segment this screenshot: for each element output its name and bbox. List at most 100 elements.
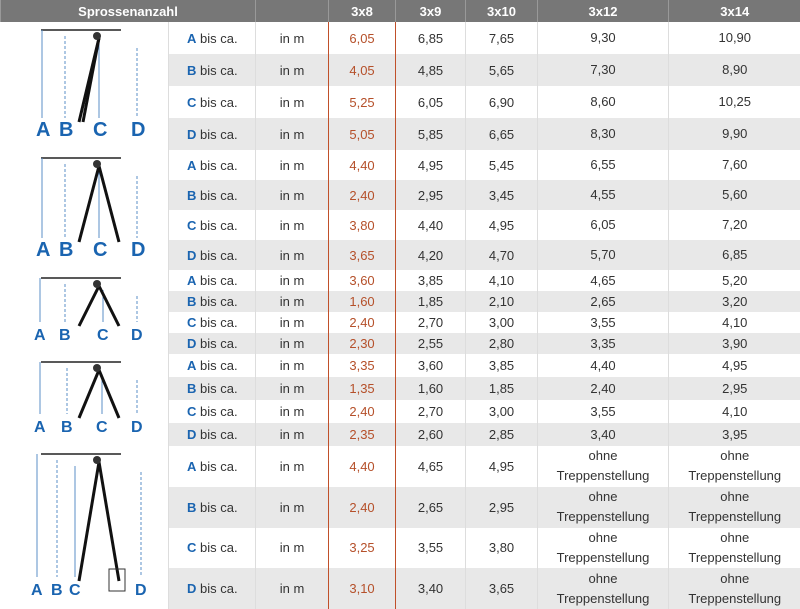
value: 4,85: [417, 62, 444, 78]
value: 2,40: [349, 404, 375, 419]
dimension-letter: A: [36, 239, 50, 261]
value: 5,20: [722, 272, 748, 288]
row-letter: B: [187, 294, 197, 309]
value: 6,65: [488, 126, 515, 142]
value: 3,60: [349, 273, 375, 288]
value: 5,65: [488, 62, 515, 78]
value-cell: ohne Treppenstellung: [537, 446, 669, 487]
value-cell: 4,95: [465, 210, 538, 240]
value: 7,20: [722, 217, 748, 232]
value: 4,95: [417, 157, 444, 173]
value-cell: 8,30: [537, 118, 669, 150]
data-row: C bis ca. in m 2,40 2,70 3,00 3,55 4,10: [1, 400, 800, 423]
ladder: [77, 369, 100, 419]
data-row: C bis ca. in m 2,40 2,70 3,00 3,55 4,10: [1, 312, 800, 333]
row-label-text: bis ca.: [200, 273, 238, 288]
value: 3,55: [417, 540, 444, 556]
unit: in m: [255, 423, 329, 446]
value: 10,90: [718, 30, 752, 45]
row-label-text: bis ca.: [200, 247, 238, 263]
unit: in m: [255, 118, 329, 150]
value-cell: 3,40: [395, 568, 466, 609]
data-row: D bis ca. in m 3,65 4,20 4,70 5,70 6,85: [1, 240, 800, 270]
row-letter: B: [187, 381, 197, 396]
data-row: C bis ca. in m 3,80 4,40 4,95 6,05 7,20: [1, 210, 800, 240]
row-label-text: bis ca.: [200, 540, 238, 556]
value-cell: 8,90: [668, 54, 800, 86]
value: 2,40: [349, 499, 375, 515]
row-letter: B: [187, 187, 197, 203]
value: ohne Treppenstellung: [688, 529, 782, 565]
value: 3,40: [417, 581, 444, 597]
column-header: 3x8: [328, 0, 396, 22]
value: 1,85: [417, 294, 444, 309]
row-label: B bis ca.: [167, 180, 256, 210]
value: 6,55: [590, 157, 616, 172]
row-label-text: bis ca.: [200, 94, 238, 110]
value-cell: 2,10: [465, 291, 538, 312]
value-cell: 4,65: [537, 270, 669, 291]
value: 5,05: [349, 126, 375, 142]
value: ohne Treppenstellung: [556, 489, 650, 525]
value: 2,35: [349, 427, 375, 442]
value-cell: 4,10: [668, 312, 800, 333]
unit: in m: [255, 354, 329, 377]
value-cell: 5,70: [537, 240, 669, 270]
dimension-letter: A: [34, 419, 46, 436]
row-letter: D: [187, 247, 197, 263]
value: 9,30: [590, 30, 616, 45]
value: ohne Treppenstellung: [556, 570, 650, 606]
value-cell: 6,05: [395, 86, 466, 118]
row-letter: A: [187, 157, 197, 173]
value-cell: 2,35: [328, 423, 397, 446]
row-label-text: bis ca.: [200, 315, 238, 330]
value-cell: 3,35: [537, 333, 669, 354]
value-cell: 3,60: [328, 270, 397, 291]
dimension-letter: D: [131, 119, 145, 141]
platform-box: [108, 568, 125, 592]
value: 4,40: [417, 217, 444, 233]
value: 3,65: [349, 247, 375, 263]
value: 2,40: [349, 315, 375, 330]
value-cell: 9,30: [537, 22, 669, 54]
ladder: [77, 285, 100, 327]
unit: in m: [255, 312, 329, 333]
value: 2,95: [488, 499, 515, 515]
value-cell: 3,55: [537, 312, 669, 333]
value: 3,35: [349, 358, 375, 373]
unit: in m: [255, 86, 329, 118]
value-cell: 2,95: [395, 180, 466, 210]
row-letter: A: [187, 358, 197, 373]
value: ohne Treppenstellung: [556, 529, 650, 565]
dimension-letter: B: [59, 239, 73, 261]
row-letter: C: [187, 94, 197, 110]
header-empty: [255, 0, 329, 22]
value-cell: 4,40: [328, 446, 397, 487]
value: 4,10: [722, 314, 748, 330]
value-cell: 2,70: [395, 312, 466, 333]
value-cell: 4,20: [395, 240, 466, 270]
value-cell: 6,65: [465, 118, 538, 150]
row-label-text: bis ca.: [200, 358, 238, 373]
value: 3,85: [488, 358, 515, 373]
value: 5,70: [590, 247, 616, 262]
value-cell: 3,10: [328, 568, 397, 609]
value: 4,05: [349, 62, 375, 78]
value-cell: 2,30: [328, 333, 397, 354]
unit: in m: [255, 333, 329, 354]
row-label-text: bis ca.: [200, 499, 238, 515]
value-cell: 3,00: [465, 312, 538, 333]
row-label: C bis ca.: [167, 210, 256, 240]
value: 2,60: [417, 427, 444, 442]
value-cell: 3,55: [537, 400, 669, 423]
value-cell: 3,85: [465, 354, 538, 377]
row-letter: D: [187, 126, 197, 142]
value: 3,45: [488, 187, 515, 203]
value: 4,95: [722, 357, 748, 373]
value: 7,65: [488, 30, 515, 46]
